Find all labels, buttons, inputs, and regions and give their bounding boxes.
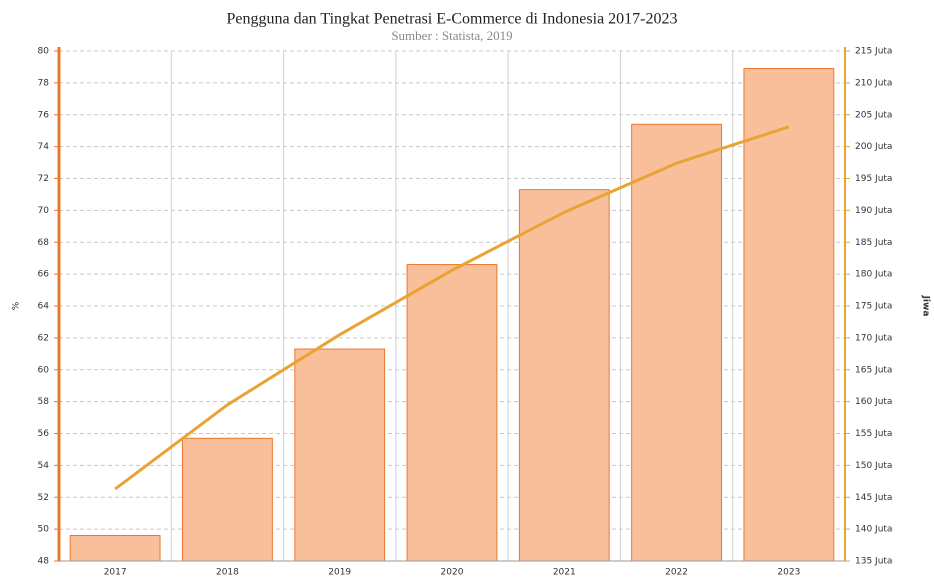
y2-tick-label: 195 Juta [855, 174, 892, 184]
y2-tick-label: 145 Juta [855, 493, 892, 503]
bar [518, 189, 610, 562]
bar [294, 348, 386, 562]
x-tick-label: 2019 [328, 568, 351, 578]
y2-tick-label: 205 Juta [855, 110, 892, 120]
y-tick-label: 58 [38, 397, 50, 407]
y-tick-label: 54 [38, 461, 50, 471]
x-tick-label: 2022 [665, 568, 688, 578]
bar [631, 123, 722, 562]
y-tick-label: 64 [38, 302, 50, 312]
y-tick-label: 66 [38, 270, 50, 280]
bar [743, 68, 835, 562]
y2-tick-label: 210 Juta [855, 78, 892, 88]
y-tick-label: 52 [38, 493, 49, 503]
y2-tick-label: 175 Juta [855, 302, 892, 312]
y2-tick-label: 200 Juta [855, 142, 892, 152]
x-tick-label: 2020 [441, 568, 464, 578]
y-tick-label: 48 [38, 557, 50, 567]
y-tick-label: 74 [38, 142, 50, 152]
y2-tick-label: 160 Juta [855, 397, 892, 407]
chart-subtitle: Sumber : Statista, 2019 [391, 28, 512, 43]
x-tick-label: 2021 [553, 568, 576, 578]
y2-tick-label: 185 Juta [855, 238, 892, 248]
y2-tick-label: 180 Juta [855, 270, 892, 280]
chart-title: Pengguna dan Tingkat Penetrasi E-Commerc… [226, 11, 677, 28]
y-tick-label: 76 [38, 110, 50, 120]
bar [182, 437, 273, 562]
y-axis-label: % [12, 301, 22, 310]
y2-tick-label: 150 Juta [855, 461, 892, 471]
y2-axis-label: Jiwa [921, 295, 931, 317]
y-tick-label: 60 [38, 365, 50, 375]
y-tick-label: 62 [38, 333, 49, 343]
y-tick-label: 50 [38, 525, 50, 535]
y2-tick-label: 155 Juta [855, 429, 892, 439]
y-tick-label: 56 [38, 429, 50, 439]
x-tick-label: 2018 [216, 568, 239, 578]
bar [69, 535, 161, 562]
y-tick-label: 78 [38, 78, 50, 88]
x-tick-label: 2017 [104, 568, 127, 578]
x-tick-label: 2023 [777, 568, 800, 578]
y-tick-label: 70 [38, 206, 50, 216]
line [114, 125, 790, 491]
bar [406, 264, 498, 562]
y2-tick-label: 170 Juta [855, 333, 892, 343]
y2-tick-label: 190 Juta [855, 206, 892, 216]
y2-tick-label: 135 Juta [855, 557, 892, 567]
y2-tick-label: 165 Juta [855, 365, 892, 375]
y-tick-label: 80 [38, 47, 50, 57]
y-tick-label: 68 [38, 238, 50, 248]
y2-tick-label: 140 Juta [855, 525, 892, 535]
y2-tick-label: 215 Juta [855, 47, 892, 57]
y-tick-label: 72 [38, 174, 49, 184]
